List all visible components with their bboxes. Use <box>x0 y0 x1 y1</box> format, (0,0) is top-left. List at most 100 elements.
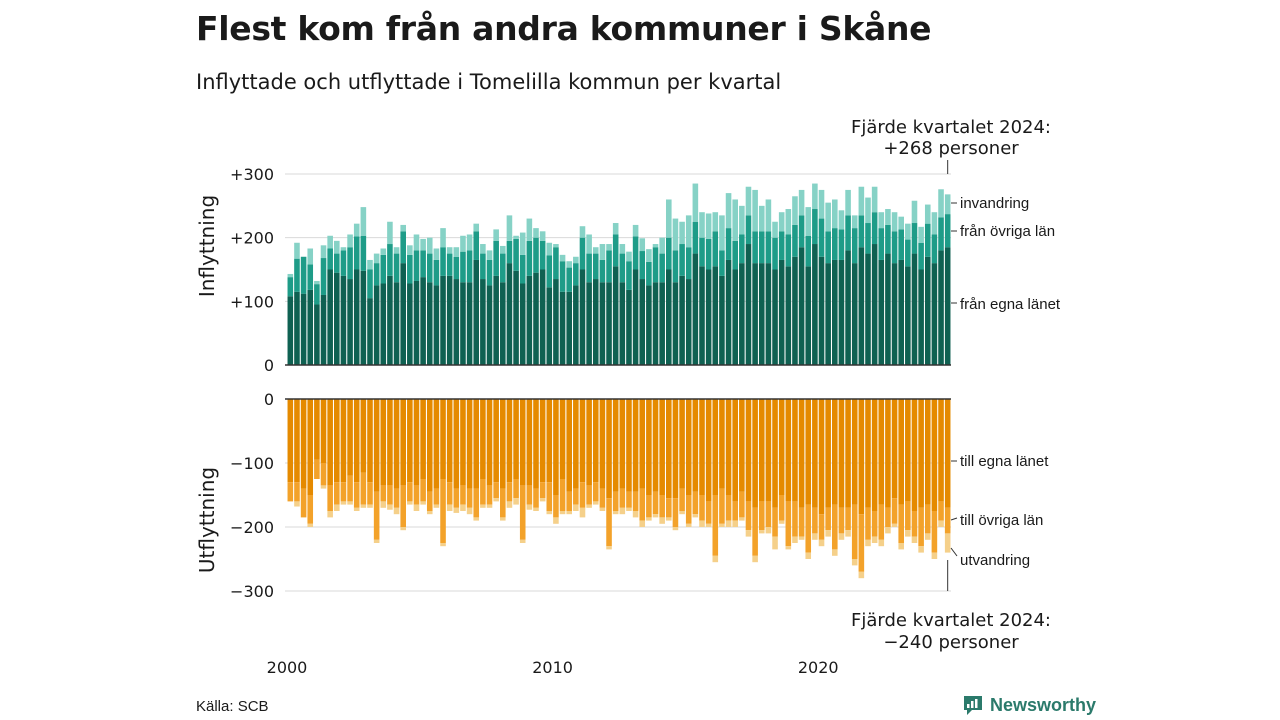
bar-inflow-segment <box>679 244 685 276</box>
bar-inflow-segment <box>539 231 546 241</box>
bar-outflow-segment <box>553 495 559 518</box>
bar-outflow-segment <box>878 399 885 505</box>
bar-inflow-segment <box>832 228 838 260</box>
bar-outflow-segment <box>938 399 944 502</box>
bar-inflow-segment <box>845 189 851 216</box>
callout-outflow-line2: −240 personer <box>883 632 1019 653</box>
bar-outflow-segment <box>772 507 778 537</box>
bar-outflow-segment <box>805 504 812 553</box>
callout-inflow-line1: Fjärde kvartalet 2024: <box>851 117 1051 138</box>
bar-outflow-segment <box>858 399 865 515</box>
bar-outflow-segment <box>619 399 626 489</box>
bar-outflow-segment <box>832 504 838 550</box>
bar-inflow-segment <box>592 253 599 280</box>
bar-inflow-segment <box>858 186 865 216</box>
bar-outflow-segment <box>845 399 851 508</box>
bar-inflow-segment <box>798 247 805 365</box>
bar-outflow-segment <box>732 501 738 521</box>
bar-outflow-segment <box>453 507 460 513</box>
bar-outflow-segment <box>825 399 831 508</box>
bar-outflow-segment <box>851 504 858 559</box>
bar-outflow-segment <box>506 501 513 508</box>
bar-outflow-segment <box>745 501 752 531</box>
bar-outflow-segment <box>778 520 785 524</box>
bar-outflow-segment <box>440 543 446 547</box>
bar-outflow-segment <box>373 539 380 543</box>
bar-outflow-segment <box>387 485 393 505</box>
callout-outflow-line1: Fjärde kvartalet 2024: <box>851 610 1051 631</box>
bar-inflow-segment <box>818 189 825 219</box>
bar-inflow-segment <box>792 196 798 225</box>
y-axis-title-outflow: Utflyttning <box>195 467 219 573</box>
bar-outflow-segment <box>818 514 825 540</box>
bar-outflow-segment <box>626 399 632 492</box>
bar-outflow-segment <box>546 482 553 511</box>
bar-outflow-segment <box>599 507 606 511</box>
bar-outflow-segment <box>453 399 460 489</box>
bar-inflow-segment <box>619 253 626 283</box>
bar-outflow-segment <box>592 399 599 483</box>
bar-outflow-segment <box>566 491 572 511</box>
bar-inflow-segment <box>599 259 606 283</box>
bar-inflow-segment <box>845 215 851 251</box>
bar-outflow-segment <box>685 523 692 527</box>
bar-inflow-segment <box>387 244 393 276</box>
bar-inflow-segment <box>639 238 646 252</box>
bar-outflow-segment <box>539 399 546 483</box>
bar-outflow-segment <box>300 488 307 518</box>
bar-inflow-segment <box>666 269 672 365</box>
bar-outflow-segment <box>752 555 758 563</box>
bar-inflow-segment <box>765 199 772 232</box>
bar-inflow-segment <box>533 272 539 365</box>
bar-inflow-segment <box>480 279 486 365</box>
bar-inflow-segment <box>519 283 526 365</box>
bar-inflow-segment <box>586 282 592 365</box>
bar-outflow-segment <box>725 520 732 527</box>
bar-outflow-segment <box>433 488 440 505</box>
bar-outflow-segment <box>778 495 785 521</box>
bar-outflow-segment <box>911 536 918 543</box>
bar-outflow-segment <box>818 399 825 515</box>
bar-outflow-segment <box>579 399 586 483</box>
bar-inflow-segment <box>672 250 679 283</box>
bar-inflow-segment <box>705 269 712 365</box>
bar-inflow-segment <box>944 214 951 248</box>
bar-outflow-segment <box>885 507 891 527</box>
bar-outflow-segment <box>871 536 878 543</box>
bar-inflow-segment <box>440 275 446 365</box>
bar-inflow-segment <box>413 234 420 251</box>
bar-outflow-segment <box>314 459 320 479</box>
bar-outflow-segment <box>752 399 758 508</box>
bar-outflow-segment <box>500 488 506 518</box>
bar-inflow-segment <box>758 231 765 264</box>
bar-inflow-segment <box>300 256 307 294</box>
bar-inflow-segment <box>898 259 904 365</box>
bar-outflow-segment <box>519 485 526 540</box>
bar-outflow-segment <box>699 399 705 495</box>
bar-outflow-segment <box>606 546 612 550</box>
bar-outflow-segment <box>739 491 745 518</box>
bar-outflow-segment <box>745 530 752 537</box>
bar-outflow-segment <box>712 555 719 563</box>
bar-inflow-segment <box>858 247 865 365</box>
bar-outflow-segment <box>446 399 453 483</box>
bar-inflow-segment <box>466 250 473 283</box>
bar-inflow-segment <box>413 280 420 365</box>
bar-inflow-segment <box>612 266 619 365</box>
bar-outflow-segment <box>739 517 745 521</box>
bar-outflow-segment <box>692 514 699 518</box>
bar-inflow-segment <box>918 226 924 243</box>
bar-outflow-segment <box>666 399 672 499</box>
bar-inflow-segment <box>473 259 480 365</box>
bar-outflow-segment <box>785 399 792 502</box>
bar-inflow-segment <box>340 275 347 365</box>
bar-inflow-segment <box>692 221 699 254</box>
bar-outflow-segment <box>599 488 606 508</box>
bar-outflow-segment <box>413 504 420 511</box>
bar-outflow-segment <box>725 399 732 495</box>
bar-inflow-segment <box>320 294 327 365</box>
bar-inflow-segment <box>699 237 705 267</box>
bar-outflow-segment <box>865 507 871 540</box>
bar-outflow-segment <box>387 399 393 486</box>
bar-outflow-segment <box>407 482 413 502</box>
